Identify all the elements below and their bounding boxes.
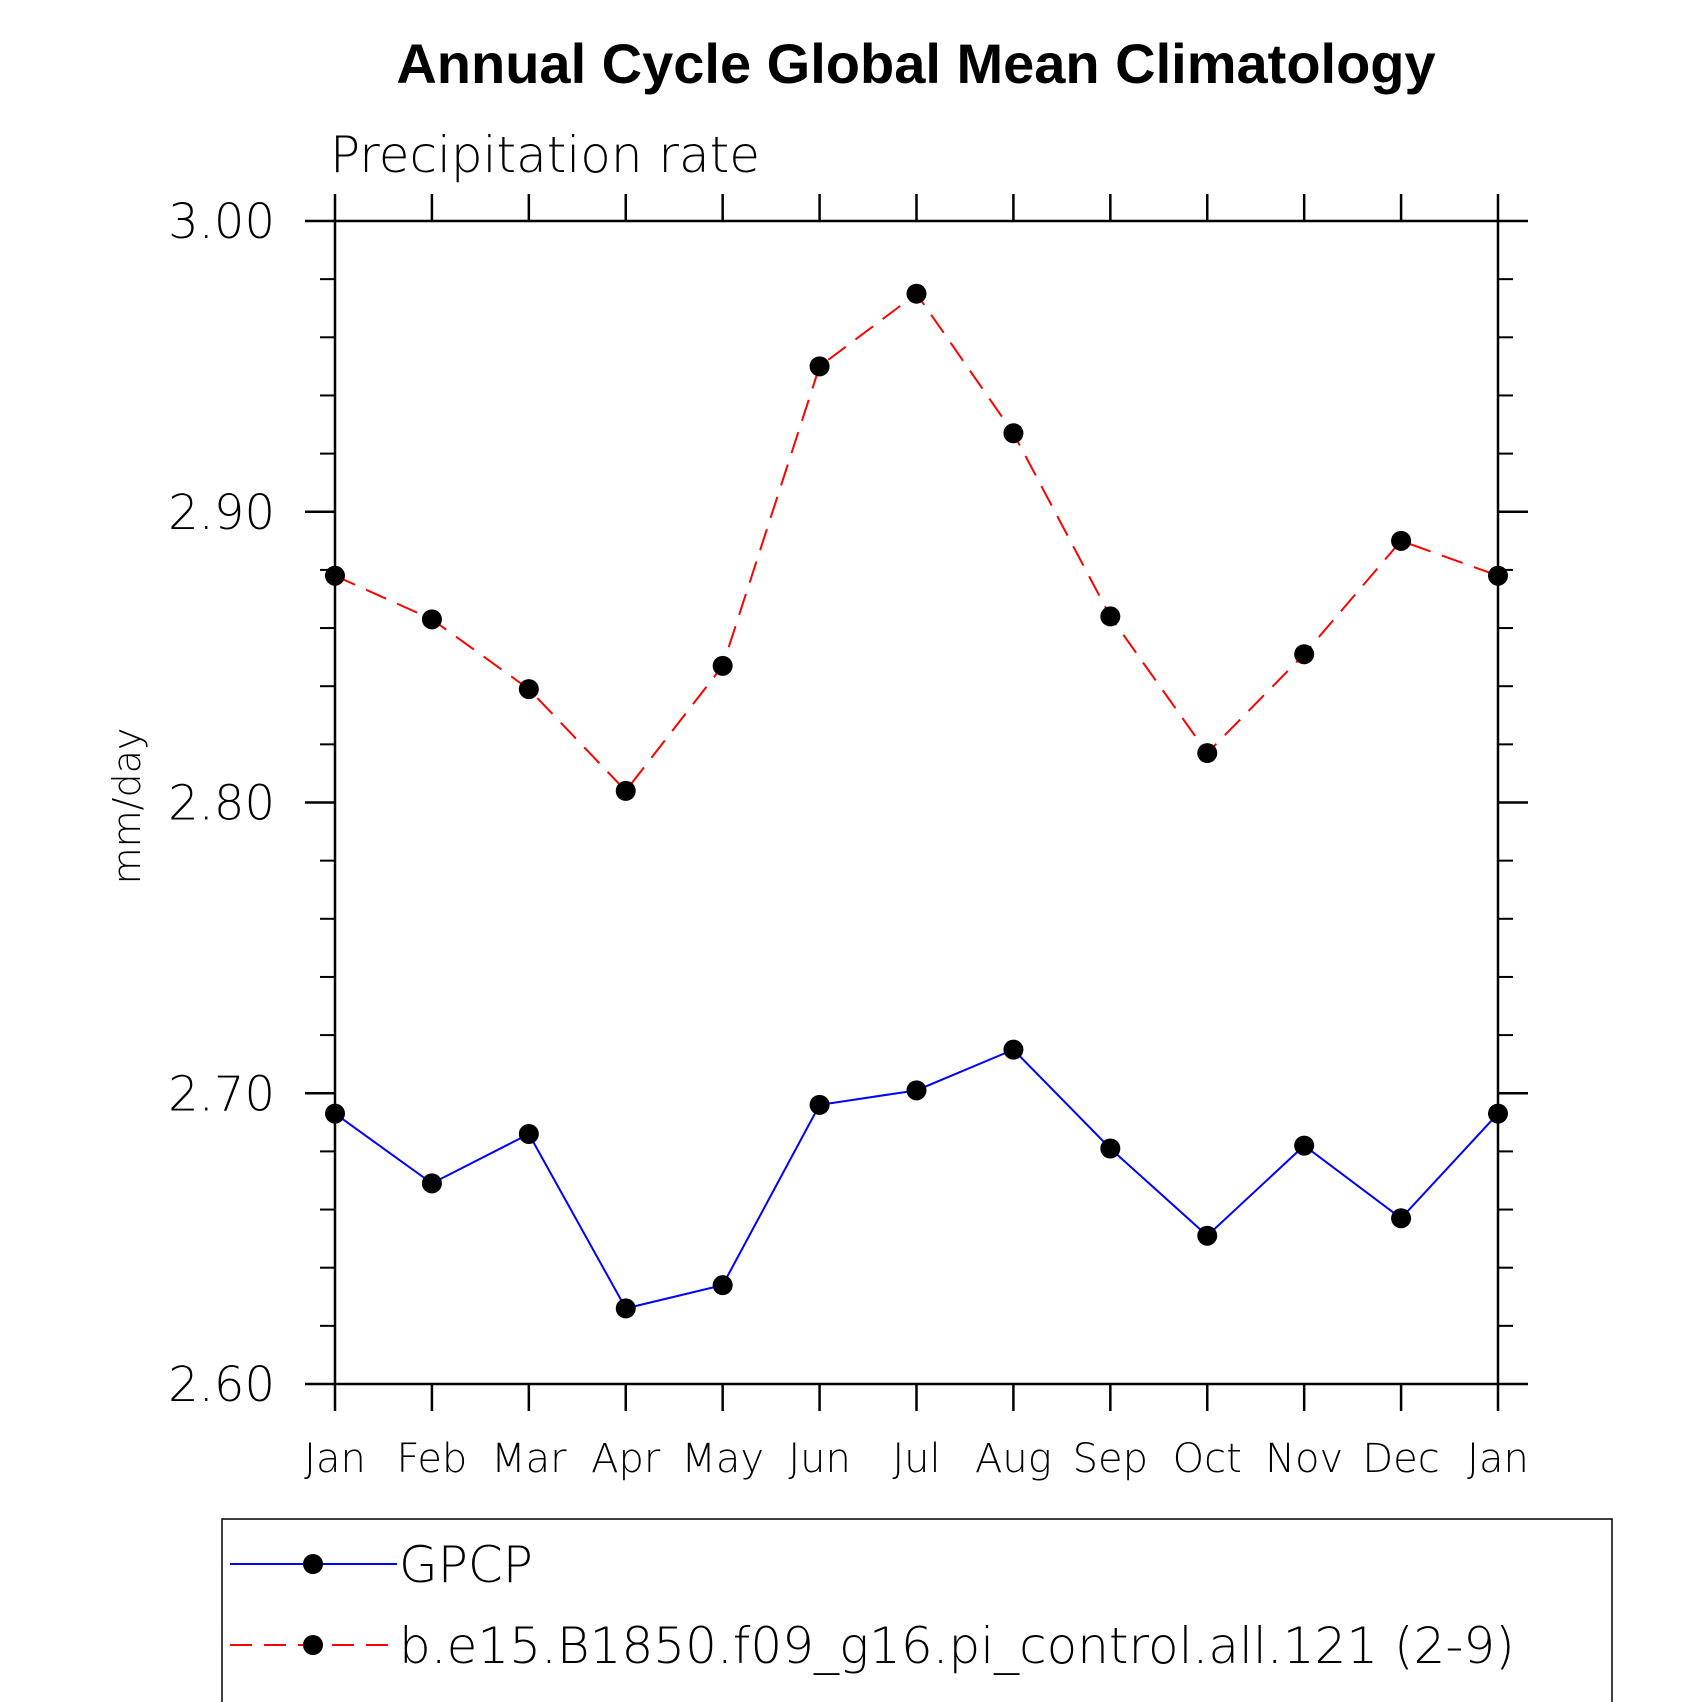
chart-subtitle: Precipitation rate	[330, 126, 760, 184]
data-point	[809, 356, 830, 377]
x-tick-label: Dec	[1362, 1436, 1439, 1482]
legend-label-gpcp: GPCP	[399, 1536, 533, 1594]
legend-box	[221, 1518, 1613, 1702]
x-tick-label: Aug	[975, 1436, 1052, 1482]
legend-label-model: b.e15.B1850.f09_g16.pi_control.all.121 (…	[399, 1617, 1515, 1675]
y-axis-label: mm/day	[105, 728, 149, 885]
data-point	[615, 1298, 636, 1319]
data-point	[1391, 530, 1412, 551]
x-tick-label: Jun	[788, 1436, 851, 1482]
x-tick-label: Apr	[591, 1436, 661, 1482]
data-point	[1294, 1135, 1315, 1156]
x-tick-label: Jan	[1467, 1436, 1529, 1482]
x-tick-label: Oct	[1173, 1436, 1242, 1482]
x-tick-label: Mar	[491, 1436, 567, 1482]
data-point	[712, 655, 733, 676]
x-tick-labels: Jan Feb Mar Apr May Jun Jul Aug Sep Oct Nov Dec Jan	[304, 1436, 1529, 1482]
series-line-1	[334, 292, 1499, 793]
data-point	[1100, 1138, 1121, 1159]
x-tick-label: Sep	[1073, 1436, 1148, 1482]
x-tick-label: Jan	[304, 1436, 366, 1482]
y-tick-label: 3.00	[168, 194, 275, 250]
data-point	[809, 1094, 830, 1115]
data-point	[518, 679, 539, 700]
y-tick-label: 2.70	[168, 1066, 275, 1122]
data-point	[1003, 1039, 1024, 1060]
x-tick-label: May	[681, 1436, 764, 1482]
data-point	[518, 1123, 539, 1144]
axis-ticks	[305, 194, 1528, 1411]
data-point	[1197, 743, 1218, 764]
plot-frame	[333, 219, 1500, 1386]
y-tick-labels: 2.60 2.70 2.80 2.90 3.00	[168, 194, 275, 1413]
data-point	[1197, 1225, 1218, 1246]
legend-marker-gpcp	[303, 1554, 323, 1574]
legend: GPCP b.e15.B1850.f09_g16.pi_control.all.…	[221, 1518, 1613, 1702]
data-point	[421, 1173, 442, 1194]
data-point	[1003, 423, 1024, 444]
series-lines	[334, 292, 1499, 1310]
data-point	[1100, 606, 1121, 627]
data-point	[421, 609, 442, 630]
chart-title: Annual Cycle Global Mean Climatology	[396, 32, 1435, 95]
data-point	[712, 1275, 733, 1296]
x-tick-label: Jul	[892, 1436, 940, 1482]
y-tick-label: 2.60	[168, 1357, 275, 1413]
x-tick-label: Feb	[397, 1436, 468, 1482]
data-point	[615, 780, 636, 801]
series-markers	[325, 283, 1508, 1319]
legend-marker-model	[303, 1635, 323, 1655]
data-point	[906, 283, 927, 304]
x-tick-label: Nov	[1265, 1436, 1343, 1482]
data-point	[1391, 1208, 1412, 1229]
data-point	[906, 1080, 927, 1101]
data-point	[1294, 644, 1315, 665]
y-tick-label: 2.90	[168, 485, 275, 541]
y-tick-label: 2.80	[168, 776, 275, 832]
